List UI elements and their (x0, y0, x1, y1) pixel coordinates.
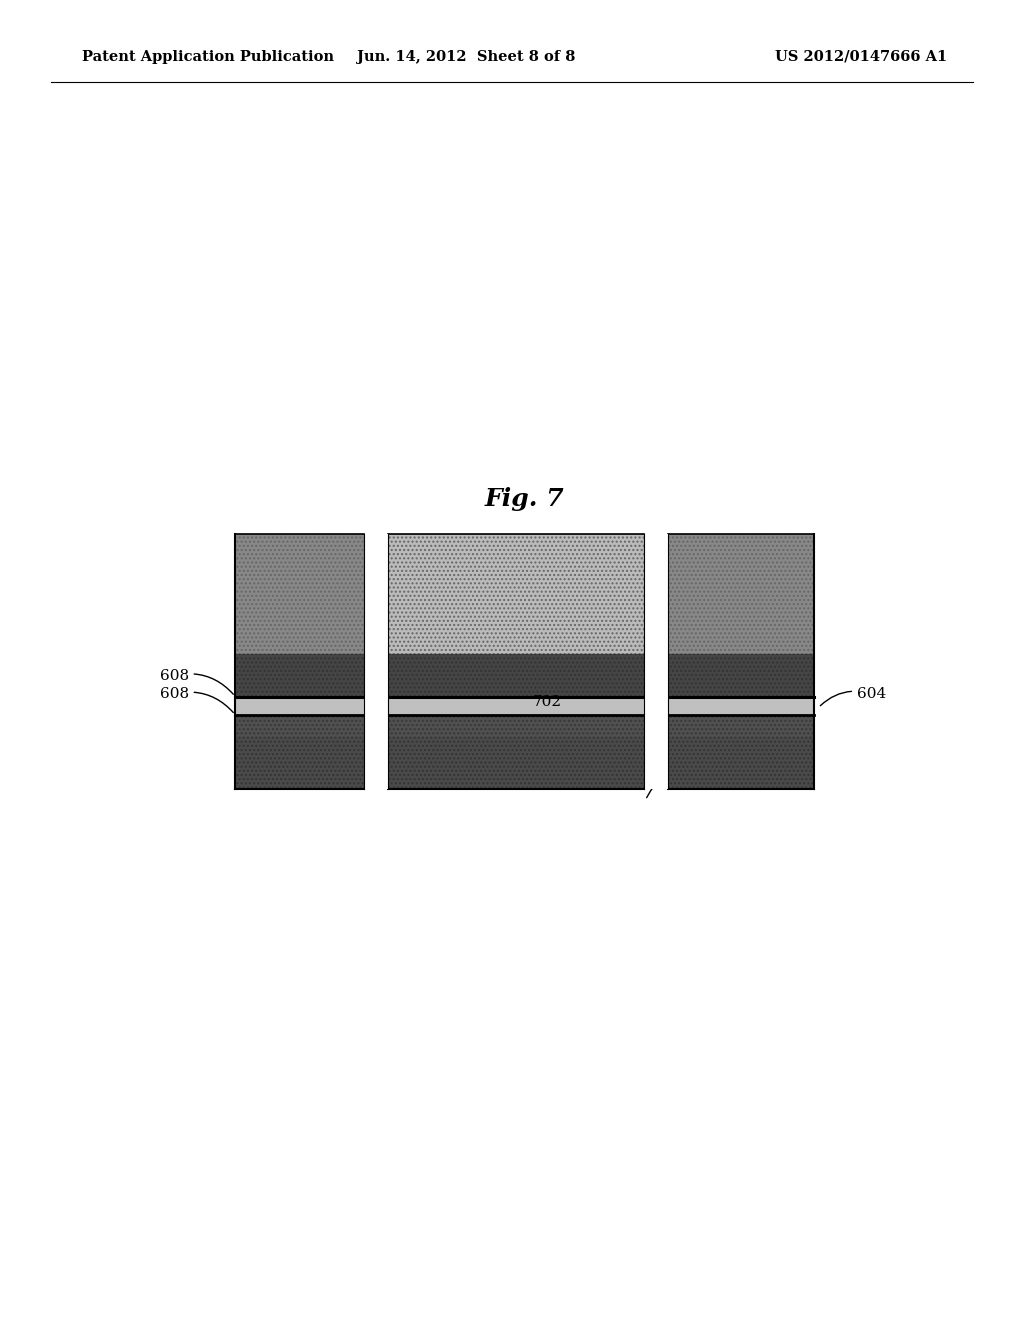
Polygon shape (668, 655, 814, 697)
Polygon shape (388, 738, 644, 788)
Polygon shape (388, 655, 644, 697)
Polygon shape (236, 715, 365, 738)
Polygon shape (668, 715, 814, 738)
Polygon shape (388, 535, 644, 655)
Polygon shape (236, 738, 365, 788)
Polygon shape (668, 697, 814, 715)
Polygon shape (388, 655, 644, 697)
Polygon shape (668, 655, 814, 697)
Text: Jun. 14, 2012  Sheet 8 of 8: Jun. 14, 2012 Sheet 8 of 8 (356, 50, 575, 63)
Polygon shape (236, 655, 365, 697)
Polygon shape (668, 738, 814, 788)
Polygon shape (388, 697, 644, 715)
Polygon shape (644, 535, 668, 788)
Text: 608: 608 (160, 668, 233, 694)
Polygon shape (668, 738, 814, 788)
Polygon shape (365, 535, 388, 788)
Text: 702: 702 (532, 696, 562, 709)
Text: Patent Application Publication: Patent Application Publication (82, 50, 334, 63)
Polygon shape (236, 715, 365, 738)
Polygon shape (236, 697, 365, 715)
Polygon shape (236, 655, 365, 697)
Text: 608: 608 (160, 686, 233, 713)
Polygon shape (388, 715, 644, 738)
Text: 702: 702 (647, 735, 716, 797)
Polygon shape (388, 738, 644, 788)
Polygon shape (236, 535, 365, 655)
Text: Fig. 7: Fig. 7 (485, 487, 564, 511)
Polygon shape (668, 535, 814, 655)
Text: 610: 610 (470, 727, 499, 785)
Text: US 2012/0147666 A1: US 2012/0147666 A1 (775, 50, 947, 63)
Text: 604: 604 (820, 686, 887, 706)
Polygon shape (236, 738, 365, 788)
Polygon shape (236, 535, 365, 655)
Polygon shape (668, 715, 814, 738)
Polygon shape (388, 535, 644, 655)
Polygon shape (388, 715, 644, 738)
Polygon shape (668, 535, 814, 655)
